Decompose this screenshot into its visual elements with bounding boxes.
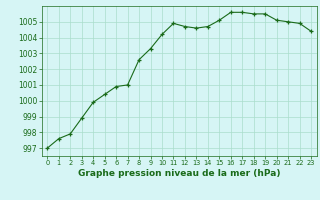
X-axis label: Graphe pression niveau de la mer (hPa): Graphe pression niveau de la mer (hPa)	[78, 169, 280, 178]
